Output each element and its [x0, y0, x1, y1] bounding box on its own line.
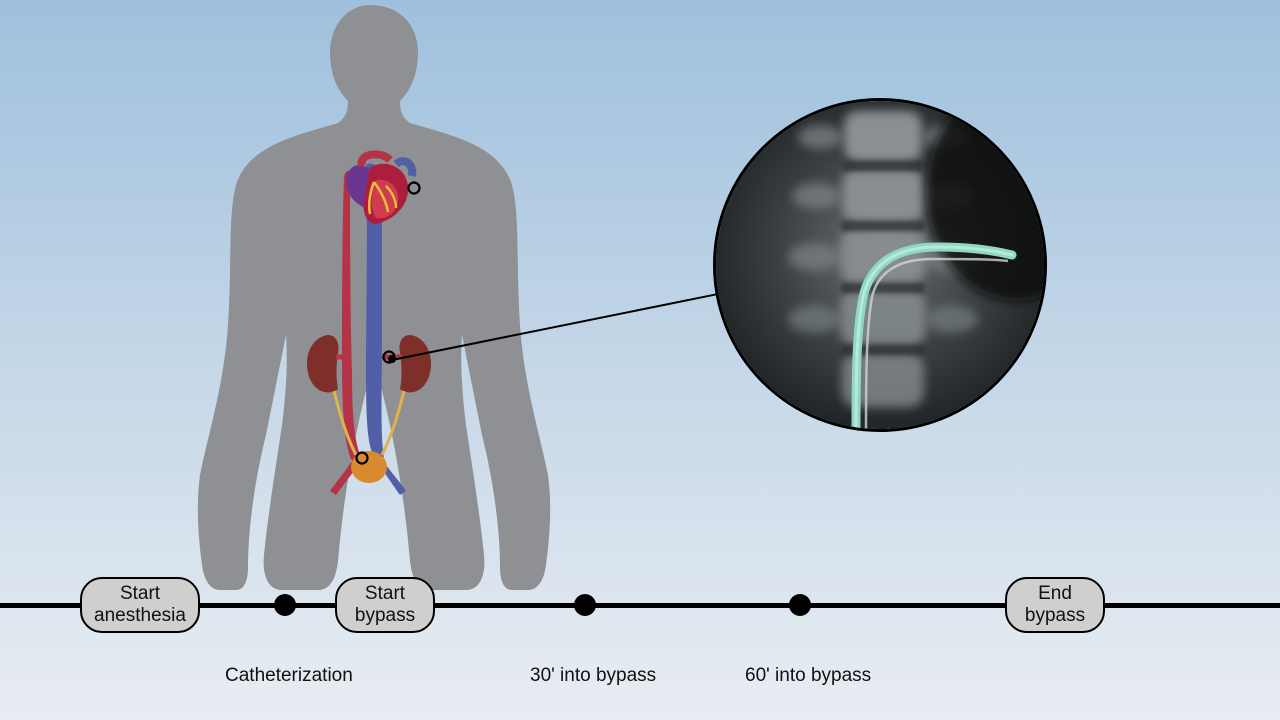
timeline-node-anesthesia: Startanesthesia: [80, 577, 200, 633]
node-label: Startanesthesia: [94, 583, 186, 627]
node-label: Startbypass: [355, 583, 415, 627]
timeline-dot-30min: [574, 594, 596, 616]
timeline-label-catheterization: Catheterization: [225, 665, 353, 687]
body-silhouette: [160, 5, 580, 590]
timeline-label-30min: 30' into bypass: [530, 665, 656, 687]
timeline-dot-catheterization: [274, 594, 296, 616]
xray-detail-circle: [713, 98, 1047, 432]
node-label: Endbypass: [1025, 583, 1085, 627]
callout-origin-dot: [388, 355, 396, 363]
diagram-stage: Startanesthesia Startbypass Endbypass Ca…: [0, 0, 1280, 720]
timeline-label-60min: 60' into bypass: [745, 665, 871, 687]
timeline-node-bypass-start: Startbypass: [335, 577, 435, 633]
timeline-node-bypass-end: Endbypass: [1005, 577, 1105, 633]
timeline-dot-60min: [789, 594, 811, 616]
